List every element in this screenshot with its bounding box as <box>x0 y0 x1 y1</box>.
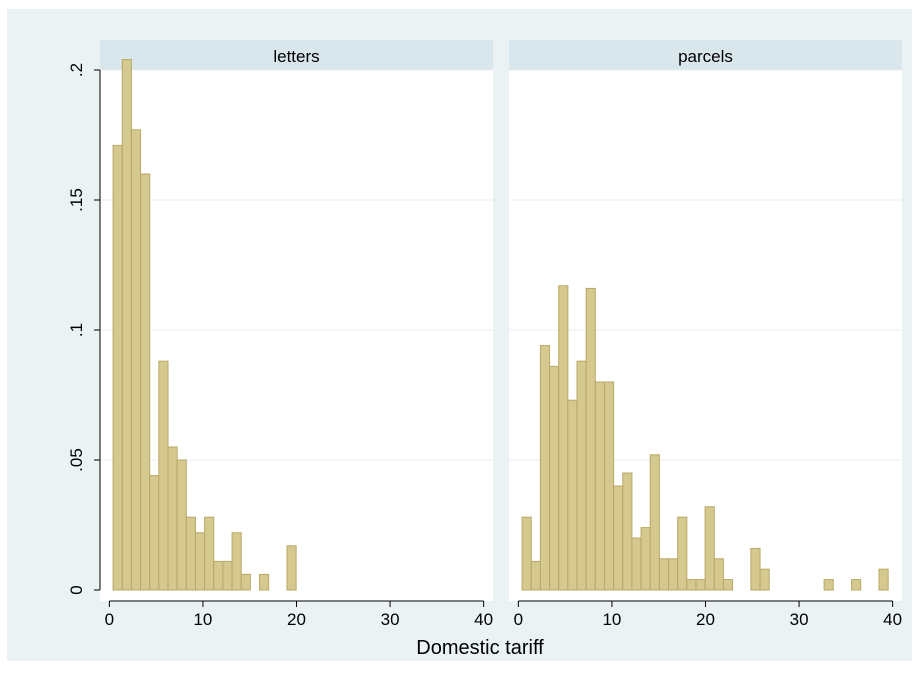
y-tick-label: 0 <box>67 585 86 594</box>
histogram-bar <box>167 446 178 591</box>
histogram-bar <box>631 537 642 591</box>
histogram-bar <box>594 381 605 591</box>
histogram-bar <box>530 560 541 591</box>
panel-header <box>509 40 902 70</box>
histogram-bar <box>576 360 587 591</box>
panel-title: letters <box>273 47 319 66</box>
panel-header <box>100 40 493 70</box>
histogram-bar <box>286 545 297 591</box>
panel-letters: letters 0 10 20 30 40 <box>100 40 493 629</box>
histogram-bar <box>194 532 206 591</box>
histogram-bar <box>750 547 761 591</box>
histogram-bar <box>640 527 651 591</box>
histogram-bar <box>204 516 215 591</box>
histogram-bar <box>140 173 151 591</box>
x-tick-label: 40 <box>883 610 902 629</box>
x-tick-label: 30 <box>381 610 400 629</box>
x-tick-label: 20 <box>287 610 306 629</box>
histogram-bar <box>130 129 142 591</box>
histogram-bar <box>521 516 532 591</box>
histogram-bar <box>539 345 551 591</box>
histogram-bar <box>213 560 224 591</box>
histogram-bar <box>549 365 560 591</box>
x-tick-label: 10 <box>193 610 212 629</box>
axes: 0 10 20 30 40 <box>105 600 493 629</box>
bars <box>112 59 297 591</box>
y-axis: 0 .05 .1 .15 .2 <box>67 63 101 595</box>
histogram-bar <box>759 568 770 591</box>
bars <box>521 285 889 591</box>
histogram-bar <box>567 399 578 591</box>
histogram-bar <box>231 532 242 591</box>
histogram-bar <box>185 516 196 591</box>
y-tick-label: .15 <box>67 188 86 212</box>
histogram-bar <box>722 579 734 591</box>
histogram-bar <box>585 287 596 591</box>
histogram-bar <box>713 558 724 591</box>
histogram-bar <box>686 579 697 591</box>
histogram-bar <box>677 516 688 591</box>
histogram-bar <box>649 454 660 591</box>
histogram-bar <box>851 579 862 591</box>
axes: 0 10 20 30 40 <box>514 600 902 629</box>
x-tick-label: 0 <box>105 610 114 629</box>
histogram-bar <box>622 472 633 591</box>
gridlines <box>509 69 902 461</box>
x-axis-label: Domestic tariff <box>416 637 544 659</box>
histogram-bar <box>149 475 160 591</box>
histogram-bar <box>704 506 715 591</box>
histogram-bar <box>176 459 187 591</box>
histogram-bar <box>613 485 624 591</box>
histogram-bar <box>658 558 670 591</box>
histogram-bar <box>240 573 251 591</box>
y-tick-label: .1 <box>67 323 86 337</box>
x-tick-label: 10 <box>602 610 621 629</box>
histogram-bar <box>259 573 270 591</box>
histogram-bar <box>823 579 834 591</box>
y-tick-label: .05 <box>67 448 86 472</box>
histogram-bar <box>121 59 132 591</box>
x-tick-label: 20 <box>696 610 715 629</box>
x-tick-label: 30 <box>790 610 809 629</box>
histogram-bar <box>878 568 889 591</box>
x-tick-label: 0 <box>514 610 523 629</box>
x-tick-label: 40 <box>474 610 493 629</box>
histogram-bar <box>112 144 123 591</box>
histogram-bar <box>668 558 679 591</box>
histogram-bar <box>558 285 569 591</box>
histogram-bar <box>158 360 169 591</box>
histogram-bar <box>695 579 706 591</box>
y-tick-label: .2 <box>67 63 86 77</box>
histogram-bar <box>603 381 615 591</box>
panel-title: parcels <box>678 47 733 66</box>
histogram-bar <box>222 560 233 591</box>
panel-parcels: parcels 0 10 20 30 40 <box>509 40 902 629</box>
